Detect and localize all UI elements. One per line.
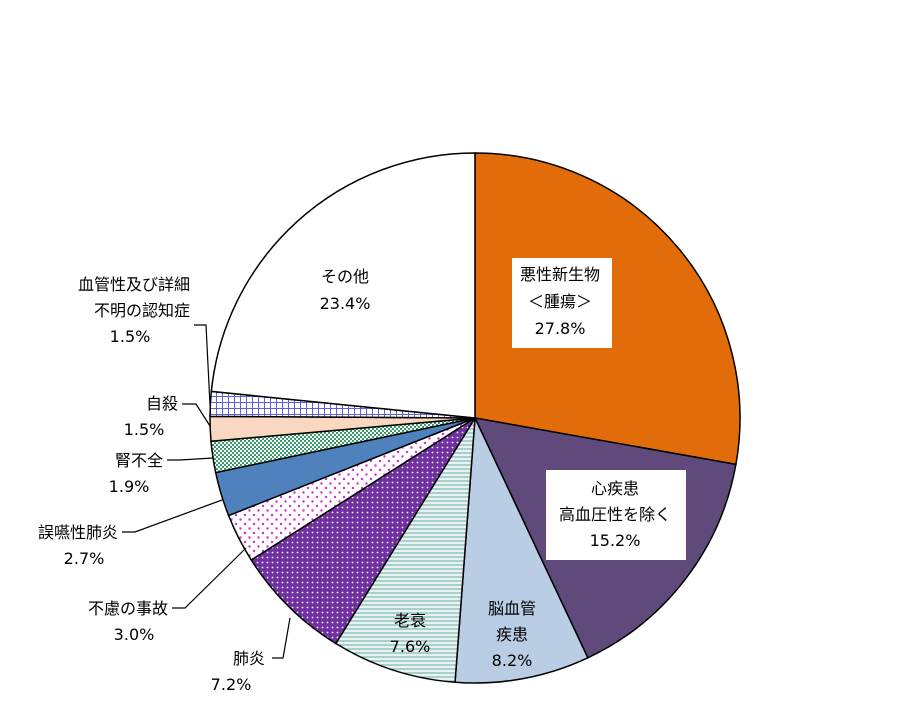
slice-label-box — [512, 258, 612, 348]
slice-name-label: 高血圧性を除く — [559, 505, 671, 524]
slice-label-box — [546, 470, 686, 560]
leader-line — [272, 617, 291, 659]
slice-name-label: 悪性新生物 — [520, 265, 600, 284]
slice-name-label: 不明の認知症 — [94, 301, 190, 320]
slice-value-label: 7.6% — [390, 637, 431, 656]
slice-value-label: 23.4% — [320, 294, 371, 313]
slice-name-label: 自殺 — [146, 394, 178, 413]
leader-line — [172, 547, 247, 609]
slice-name-label: 脳血管 — [488, 599, 536, 618]
slice-name-label: 肺炎 — [233, 649, 265, 668]
slice-name-label: ＜腫瘍＞ — [528, 292, 592, 311]
slice-value-label: 8.2% — [492, 651, 533, 670]
slice-value-label: 27.8% — [535, 319, 586, 338]
slice-value-label: 3.0% — [114, 625, 155, 644]
slice-name-label: 心疾患 — [591, 479, 639, 498]
leader-line — [182, 403, 211, 427]
slice-name-label: 腎不全 — [115, 451, 163, 470]
slice-value-label: 1.9% — [109, 477, 150, 496]
pie-slice — [334, 417, 476, 684]
slice-name-label: その他 — [321, 267, 369, 286]
slice-value-label: 2.7% — [64, 549, 105, 568]
leader-line — [167, 457, 214, 461]
pie-slice — [454, 415, 589, 684]
slice-name-label: 老衰 — [394, 611, 426, 630]
slice-name-label: 血管性及び詳細 — [78, 275, 190, 294]
leader-line — [122, 499, 223, 533]
pie-slice — [210, 152, 476, 419]
slice-value-label: 1.5% — [110, 327, 151, 346]
slice-value-label: 7.2% — [211, 675, 252, 694]
pie-slice — [250, 417, 476, 645]
slice-value-label: 1.5% — [124, 420, 165, 439]
slice-name-label: 不慮の事故 — [88, 599, 168, 618]
slice-name-label: 誤嚥性肺炎 — [38, 523, 118, 542]
slice-value-label: 15.2% — [590, 531, 641, 550]
leader-line — [194, 324, 211, 406]
slice-name-label: 疾患 — [496, 625, 528, 644]
